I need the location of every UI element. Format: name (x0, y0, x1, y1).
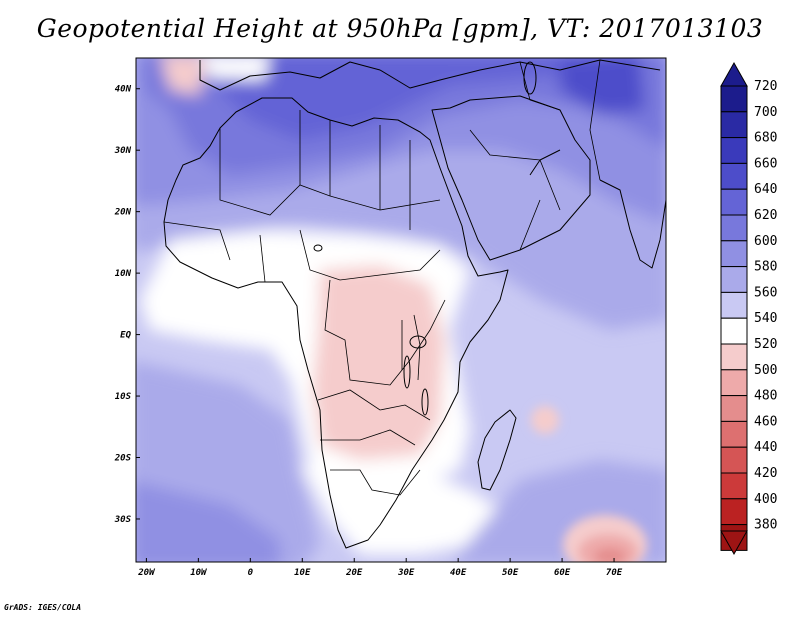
y-tick-label: 10N (115, 269, 132, 279)
colorbar-label: 720 (754, 79, 777, 94)
grads-credit: GrADS: IGES/COLA (4, 603, 82, 612)
field-band-540-south (300, 465, 500, 555)
colorbar-label: 660 (754, 156, 777, 171)
colorbar-bin (720, 472, 748, 500)
colorbar-lower-arrow (720, 530, 748, 556)
plot-frame (135, 57, 667, 563)
field-pink-cap-north (160, 58, 205, 95)
colorbar-upper-arrow (720, 61, 748, 87)
colorbar-label: 540 (754, 311, 777, 326)
colorbar-label: 440 (754, 440, 777, 455)
y-tick-label: 20N (114, 208, 132, 218)
colorbar-bin (720, 343, 748, 371)
colorbar-label: 380 (754, 518, 777, 533)
colorbar-bin (720, 111, 748, 139)
x-tick-label: 40E (450, 568, 467, 578)
colorbar-bin (720, 162, 748, 190)
colorbar-label: 700 (754, 105, 777, 120)
colorbar-label: 480 (754, 389, 777, 404)
colorbar-label: 680 (754, 131, 777, 146)
colorbar-bin (720, 188, 748, 216)
colorbar-label: 520 (754, 337, 777, 352)
colorbar-bin (720, 369, 748, 397)
y-tick-label: EQ (120, 331, 131, 341)
colorbar-bin (720, 395, 748, 422)
x-tick-label: 70E (606, 568, 623, 578)
colorbar-label: 400 (754, 492, 777, 507)
colorbar-label: 640 (754, 182, 777, 197)
x-tick-label: 30E (397, 568, 415, 578)
colorbar-bin (720, 446, 748, 474)
colorbar-bin (720, 266, 748, 293)
field-band-520-central (312, 265, 445, 460)
y-tick-label: 20S (114, 454, 132, 464)
x-tick-label: 60E (554, 568, 571, 578)
field-band-600-south (136, 481, 280, 562)
lake-chad (313, 244, 323, 252)
x-tick-label: 10W (190, 568, 208, 578)
colorbar-bin (720, 214, 748, 242)
y-tick-label: 30N (114, 146, 132, 156)
field-white-cap-north (201, 58, 270, 80)
x-axis: 20W 10W 0 10E 20E 30E 40E 50E 60E 70E (137, 558, 623, 578)
lake-malawi (421, 388, 429, 416)
country-borders (163, 59, 601, 496)
coastlines (163, 59, 666, 549)
x-tick-label: 10E (294, 568, 311, 578)
arabia-coastline (431, 95, 591, 261)
colorbar: 720 700 680 660 640 620 600 580 560 540 520 500 480 4… (720, 61, 777, 556)
colorbar-bin (720, 137, 748, 164)
field-high-spot-madagascar (531, 406, 559, 434)
lakes (313, 61, 537, 416)
madagascar-coastline (477, 409, 517, 491)
y-tick-label: 30S (114, 515, 132, 525)
colorbar-label: 420 (754, 466, 777, 481)
lake-tanganyika (403, 355, 411, 389)
colorbar-label: 560 (754, 285, 777, 300)
colorbar-bin (720, 85, 748, 113)
x-tick-label: 20E (345, 568, 363, 578)
colorbar-bin (720, 420, 748, 448)
colorbar-bin (720, 317, 748, 345)
colorbar-label: 500 (754, 363, 777, 378)
y-axis: 40N 30N 20N 10N EQ 10S 20S 30S (114, 85, 140, 525)
colorbar-bin (720, 291, 748, 319)
y-tick-label: 10S (115, 392, 132, 402)
colorbar-label: 620 (754, 208, 777, 223)
africa-coastline (163, 97, 509, 549)
map-title: Geopotential Height at 950hPa [gpm], VT:… (36, 14, 764, 43)
colorbar-label: 580 (754, 260, 777, 275)
lake-victoria (409, 335, 427, 349)
colorbar-bin (720, 498, 748, 526)
caspian-sea (523, 61, 537, 95)
colorbar-label: 600 (754, 234, 777, 249)
height-field (136, 58, 666, 562)
colorbar-bin (720, 240, 748, 268)
x-tick-label: 20W (137, 568, 156, 578)
x-tick-label: 50E (502, 568, 519, 578)
europe-coastline (199, 59, 661, 91)
x-tick-label: 0 (248, 568, 254, 578)
field-band-640-north (220, 58, 640, 140)
field-low-center-480 (594, 548, 626, 562)
field-band-660-north (560, 58, 645, 115)
y-tick-label: 40N (115, 85, 132, 95)
colorbar-label: 460 (754, 414, 777, 429)
india-coastline (599, 179, 666, 269)
